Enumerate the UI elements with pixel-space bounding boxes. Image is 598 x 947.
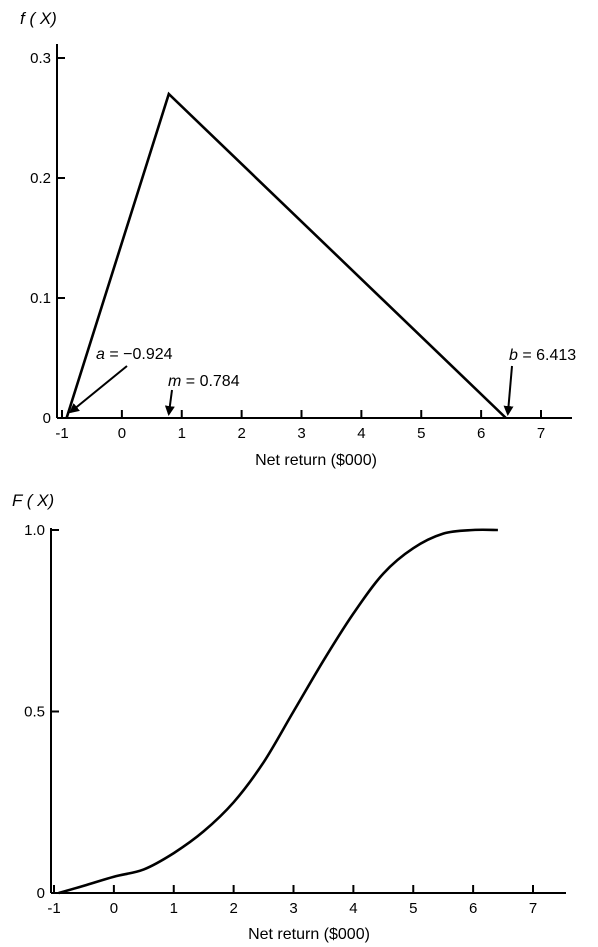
pdf-x-tick-label: 1 — [178, 425, 186, 442]
pdf-annotations: a = −0.924 m = 0.784 b = 6.413 — [69, 346, 576, 416]
pdf-y-tick-label: 0.1 — [30, 290, 51, 307]
cdf-x-tick-label: 2 — [229, 900, 237, 917]
cdf-y-tick-label: 1.0 — [24, 522, 45, 539]
pdf-y-tick-label: 0 — [43, 410, 51, 427]
annotation-a-label: a = −0.924 — [96, 346, 173, 363]
cdf-y-axis-label: F ( X) — [12, 491, 54, 510]
annotation-m-label: m = 0.784 — [168, 373, 240, 390]
cdf-x-tick-label: 0 — [110, 900, 118, 917]
cdf-x-tick-label: 3 — [289, 900, 297, 917]
cdf-y-ticks: 0 0.5 1.0 — [24, 522, 59, 902]
cdf-x-axis-label: Net return ($000) — [248, 926, 370, 943]
cdf-x-ticks: -1 0 1 2 3 4 5 6 7 — [47, 885, 537, 917]
pdf-y-axis-label: f ( X) — [20, 9, 57, 28]
cdf-x-tick-label: 4 — [349, 900, 357, 917]
pdf-x-tick-label: 4 — [357, 425, 365, 442]
cdf-x-tick-label: 7 — [529, 900, 537, 917]
pdf-series-line — [65, 91, 507, 419]
annotation-arrow-m — [164, 389, 175, 416]
cdf-x-tick-label: 5 — [409, 900, 417, 917]
cdf-x-tick-label: 1 — [170, 900, 178, 917]
annotation-b-label: b = 6.413 — [509, 347, 576, 364]
cdf-y-tick-label: 0.5 — [24, 704, 45, 721]
pdf-x-tick-label: -1 — [55, 425, 68, 442]
pdf-y-tick-label: 0.2 — [30, 170, 51, 187]
annotation-arrow-b — [503, 365, 514, 416]
pdf-x-tick-label: 3 — [297, 425, 305, 442]
pdf-x-tick-label: 5 — [417, 425, 425, 442]
pdf-y-ticks: 0 0.1 0.2 0.3 — [30, 50, 65, 427]
annotation-arrow-a — [69, 365, 128, 414]
cdf-chart: F ( X) 00.51.0 -1 0 1 2 3 4 5 6 7 Net return ($0… — [12, 491, 566, 943]
pdf-x-tick-label: 0 — [118, 425, 126, 442]
cdf-x-tick-label: -1 — [47, 900, 60, 917]
cdf-series-curve — [58, 528, 498, 895]
pdf-x-tick-label: 7 — [537, 425, 545, 442]
pdf-x-axis-label: Net return ($000) — [255, 452, 377, 469]
pdf-x-ticks: -1 0 1 2 3 4 5 6 7 — [55, 410, 545, 442]
pdf-x-tick-label: 2 — [237, 425, 245, 442]
pdf-x-tick-label: 6 — [477, 425, 485, 442]
pdf-y-tick-label: 0.3 — [30, 50, 51, 67]
cdf-x-tick-label: 6 — [469, 900, 477, 917]
pdf-chart: f ( X) 00.10.20.3 -1 0 1 2 3 4 5 6 7 a = −0.924m… — [20, 9, 576, 469]
cdf-y-tick-label: 0 — [37, 885, 45, 902]
